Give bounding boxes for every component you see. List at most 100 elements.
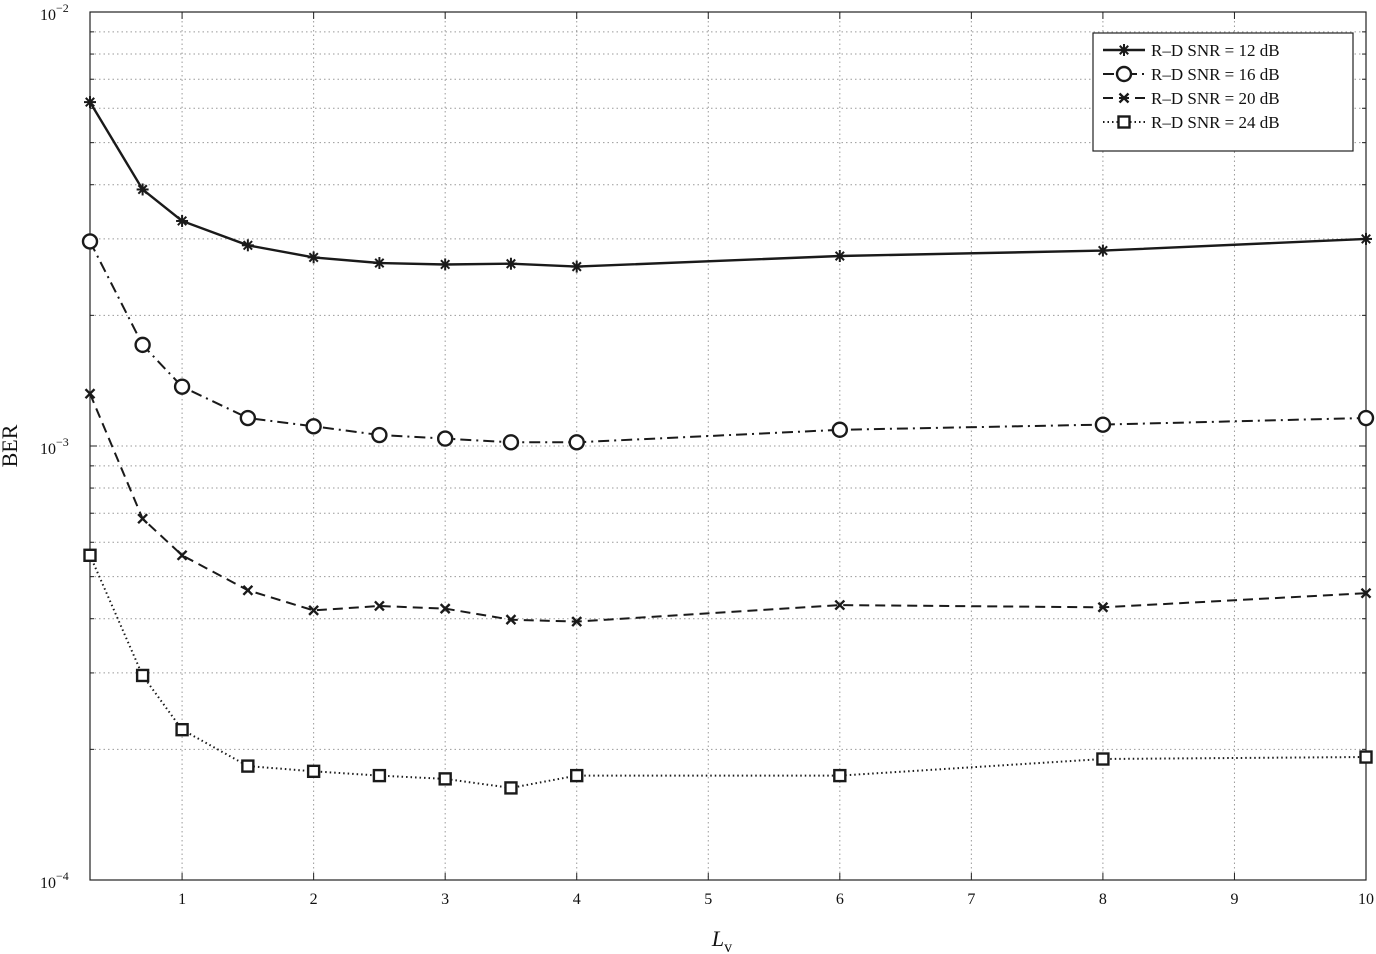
data-point-stroke — [137, 184, 148, 195]
y-tick-label-exponent: −3 — [56, 435, 69, 449]
data-point — [307, 251, 320, 264]
data-point — [438, 772, 452, 786]
data-series — [81, 96, 1375, 795]
data-point — [833, 250, 846, 263]
legend-item: R–D SNR = 24 dB — [1103, 113, 1280, 132]
legend-marker — [1118, 92, 1130, 104]
data-point — [1360, 232, 1372, 245]
data-point-stroke — [374, 600, 385, 612]
data-point-stroke — [1097, 601, 1109, 613]
data-point — [83, 548, 97, 562]
data-point — [239, 409, 257, 427]
x-axis-label-sub: v — [724, 939, 732, 954]
data-point — [439, 258, 452, 271]
data-point — [1094, 416, 1112, 433]
data-point — [1096, 244, 1109, 257]
data-point — [241, 759, 255, 773]
data-point — [1357, 409, 1375, 427]
data-point-stroke — [242, 240, 253, 251]
data-point — [84, 96, 96, 109]
data-point-stroke — [84, 388, 96, 400]
x-tick-label: 8 — [1099, 891, 1107, 908]
data-point-stroke — [1360, 587, 1372, 599]
legend-item: R–D SNR = 20 dB — [1103, 89, 1280, 108]
legend-item: R–D SNR = 16 dB — [1103, 65, 1280, 84]
data-point-stroke — [242, 584, 254, 596]
data-point — [137, 513, 148, 525]
data-point — [308, 605, 319, 616]
y-tick-label-exponent: −4 — [56, 869, 69, 883]
data-point-stroke — [177, 216, 188, 226]
data-point — [176, 214, 189, 227]
y-tick-label: 10−3 — [40, 435, 69, 458]
x-tick-label: 10 — [1358, 891, 1374, 908]
y-tick-label: 10−4 — [40, 869, 69, 892]
legend-label: R–D SNR = 24 dB — [1151, 113, 1280, 132]
data-point — [84, 388, 96, 400]
legend-item: R–D SNR = 12 dB — [1103, 41, 1280, 60]
data-point — [570, 768, 584, 783]
data-point-stroke — [505, 614, 517, 625]
data-point — [135, 668, 150, 683]
data-point — [306, 764, 321, 779]
data-point — [1096, 752, 1110, 766]
data-point — [1097, 601, 1109, 613]
data-point-stroke — [505, 258, 516, 269]
data-point — [173, 378, 191, 395]
x-tick-label: 5 — [704, 891, 712, 908]
data-point — [134, 336, 151, 354]
legend-box — [1092, 32, 1354, 152]
data-point — [136, 183, 149, 196]
series-1 — [84, 96, 1372, 273]
series-3 — [84, 388, 1372, 627]
data-point — [241, 239, 254, 252]
x-tick-label: 3 — [441, 891, 449, 908]
data-point-stroke — [440, 259, 451, 270]
series-line — [89, 554, 1367, 789]
data-point — [502, 434, 520, 451]
data-point — [571, 616, 583, 627]
legend-marker-stroke — [1119, 45, 1129, 55]
series-line — [89, 393, 1367, 623]
data-point — [175, 722, 189, 737]
data-point — [373, 257, 386, 270]
data-point — [371, 426, 388, 444]
data-point — [439, 603, 451, 614]
data-point — [176, 549, 188, 561]
y-tick-label-exponent: −2 — [56, 1, 69, 15]
data-point-stroke — [308, 605, 319, 616]
data-point — [505, 614, 517, 625]
x-tick-label: 2 — [310, 891, 318, 908]
x-axis-label-main: L — [711, 926, 724, 951]
data-point-stroke — [834, 599, 846, 611]
y-axis-label: BER — [0, 424, 22, 467]
data-point-stroke — [176, 549, 188, 561]
data-point-stroke — [571, 261, 582, 272]
series-line — [88, 101, 1367, 268]
x-axis-label: Lv — [711, 926, 732, 954]
series-4 — [83, 548, 1373, 795]
data-point — [570, 260, 583, 273]
data-point — [372, 768, 387, 783]
legend: R–D SNR = 12 dB R–D SNR = 16 dB R–D SNR = … — [1092, 32, 1354, 152]
data-point — [504, 257, 517, 270]
data-point — [834, 599, 846, 611]
x-tick-label: 6 — [836, 891, 844, 908]
legend-label: R–D SNR = 20 dB — [1151, 89, 1280, 108]
x-tick-label: 7 — [967, 891, 975, 908]
data-point-stroke — [439, 603, 451, 614]
y-tick-label-base: 10 — [40, 875, 56, 892]
legend-marker-stroke — [1118, 92, 1130, 104]
data-point — [504, 781, 518, 795]
data-point — [81, 233, 99, 250]
legend-marker — [1115, 65, 1133, 83]
data-point — [436, 430, 454, 447]
data-point-stroke — [85, 97, 95, 108]
x-tick-label: 1 — [178, 891, 186, 908]
data-point — [833, 768, 847, 783]
series-line — [89, 241, 1367, 444]
data-point — [1360, 587, 1372, 599]
data-point-stroke — [1097, 245, 1108, 256]
